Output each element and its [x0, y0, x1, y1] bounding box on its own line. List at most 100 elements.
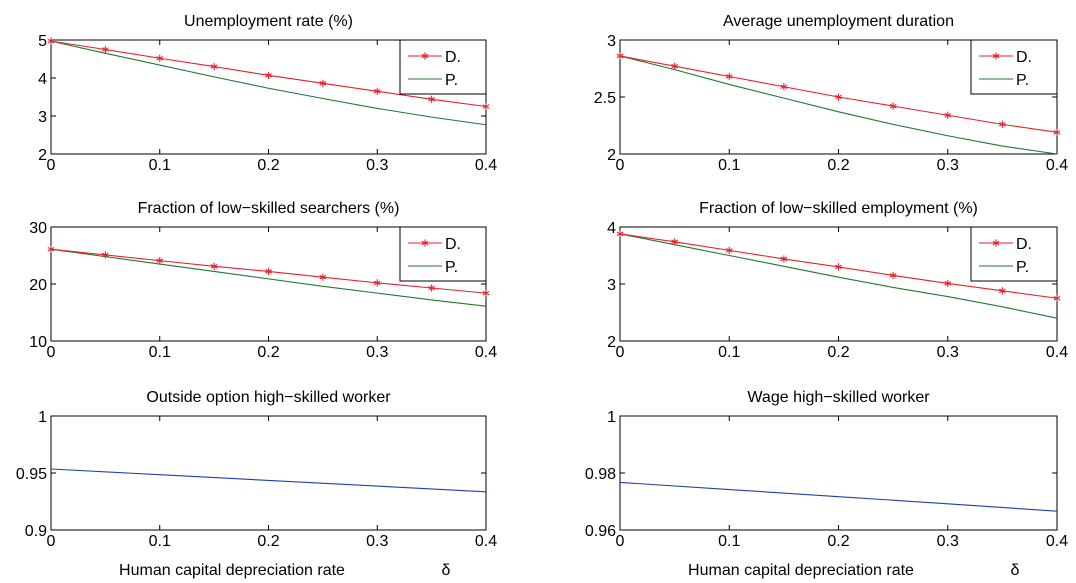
- chart-panel-5: Outside option high−skilled worker 0 0.1 0.…: [16, 389, 497, 579]
- chart-title: Unemployment rate (%): [184, 13, 353, 30]
- series-line-P: [50, 248, 487, 307]
- data-point-marker: [265, 267, 272, 276]
- chart-panel-6: Wage high−skilled worker 0 0.1 0.2 0.3 0.4 0.9…: [585, 389, 1068, 579]
- x-axis-symbol: δ: [1011, 562, 1020, 579]
- legend-label: D.: [1016, 236, 1032, 253]
- legend-marker: [992, 239, 1000, 247]
- data-point-marker: [1053, 294, 1061, 302]
- legend-label: P.: [1016, 259, 1029, 276]
- y-tick-label: 4: [607, 220, 616, 237]
- legend: D. P.: [970, 226, 1058, 282]
- x-tick-label: 0.1: [718, 344, 740, 361]
- legend-label: P.: [445, 72, 458, 89]
- y-tick-label: 1: [38, 409, 47, 426]
- x-tick-label: 0.2: [257, 533, 279, 550]
- x-tick-label: 0: [47, 344, 56, 361]
- x-tick-label: 0.3: [937, 157, 959, 174]
- x-tick-label: 0.4: [1046, 344, 1068, 361]
- data-point-marker: [835, 263, 842, 271]
- chart-title: Fraction of low−skilled employment (%): [699, 200, 978, 217]
- legend-label: P.: [1016, 72, 1029, 89]
- x-tick-label: 0.1: [149, 157, 171, 174]
- data-point-marker: [944, 279, 952, 288]
- data-point-marker: [998, 120, 1006, 128]
- x-tick-label: 0.4: [1046, 533, 1068, 550]
- legend-label: P.: [445, 259, 458, 276]
- x-tick-label: 0: [616, 533, 625, 550]
- y-tick-label: 0.95: [16, 466, 47, 483]
- chart-title: Average unemployment duration: [723, 13, 954, 30]
- x-tick-label: 0: [616, 157, 625, 174]
- legend-label: D.: [445, 236, 461, 253]
- series-line-P: [50, 40, 487, 126]
- y-tick-label: 0.9: [25, 523, 47, 540]
- legend-label: D.: [1016, 49, 1032, 66]
- chart-panel-3: Fraction of low−skilled searchers (%) 0 0.…: [29, 200, 497, 361]
- data-point-marker: [428, 95, 436, 103]
- x-tick-label: 0.1: [718, 533, 740, 550]
- series-line-P: [619, 55, 1058, 155]
- chart-panel-2: Average unemployment duration 0 0.1 0.2 0.3 0…: [594, 13, 1068, 174]
- x-axis-label: Human capital depreciation rate: [119, 562, 345, 579]
- x-tick-label: 0: [616, 344, 625, 361]
- data-point-marker: [47, 37, 55, 45]
- x-tick-label: 0.2: [827, 344, 849, 361]
- series-line-P: [619, 233, 1058, 319]
- y-tick-label: 0.98: [585, 466, 616, 483]
- x-tick-label: 0.2: [827, 533, 849, 550]
- data-point-marker: [889, 102, 897, 110]
- x-tick-label: 0: [47, 533, 56, 550]
- series-line-value: [619, 481, 1058, 512]
- legend-marker: [421, 52, 429, 60]
- legend-box: [399, 39, 487, 95]
- legend-label: D.: [445, 49, 461, 66]
- y-tick-label: 2: [607, 147, 616, 164]
- x-tick-label: 0.4: [475, 157, 497, 174]
- y-tick-label: 0.96: [585, 523, 616, 540]
- legend-marker: [421, 239, 429, 247]
- legend: D. P.: [399, 39, 487, 95]
- data-point-marker: [428, 284, 436, 292]
- data-point-marker: [156, 257, 164, 265]
- x-tick-label: 0.4: [475, 533, 497, 550]
- data-point-marker: [210, 63, 218, 71]
- y-tick-label: 4: [38, 71, 47, 88]
- data-point-marker: [265, 71, 272, 79]
- axes-frame: [619, 415, 1058, 531]
- x-tick-label: 0.3: [937, 533, 959, 550]
- x-tick-label: 0.2: [257, 344, 279, 361]
- chart-title: Wage high−skilled worker: [747, 389, 930, 406]
- x-tick-label: 0.1: [149, 533, 171, 550]
- legend: D. P.: [970, 39, 1058, 95]
- series-line-value: [50, 468, 487, 493]
- chart-title: Fraction of low−skilled searchers (%): [138, 200, 400, 217]
- y-tick-label: 20: [29, 277, 47, 294]
- chart-title: Outside option high−skilled worker: [146, 389, 391, 406]
- data-point-marker: [725, 246, 733, 254]
- x-tick-label: 0: [47, 157, 56, 174]
- y-tick-label: 3: [607, 33, 616, 50]
- data-point-marker: [944, 111, 952, 119]
- y-tick-label: 1: [607, 409, 616, 426]
- x-tick-label: 0.3: [366, 344, 388, 361]
- y-tick-label: 2: [607, 334, 616, 351]
- data-point-marker: [998, 287, 1006, 295]
- data-point-marker: [1053, 128, 1061, 136]
- data-point-marker: [725, 72, 733, 81]
- legend: D. P.: [399, 226, 487, 282]
- x-tick-label: 0.1: [718, 157, 740, 174]
- data-point-marker: [319, 79, 327, 87]
- data-point-marker: [616, 52, 624, 60]
- data-point-marker: [835, 93, 842, 101]
- x-tick-label: 0.2: [827, 157, 849, 174]
- x-axis-label: Human capital depreciation rate: [688, 562, 914, 579]
- y-tick-label: 10: [29, 334, 47, 351]
- x-axis-symbol: δ: [442, 562, 451, 579]
- legend-marker: [992, 52, 1000, 60]
- y-tick-label: 2.5: [594, 90, 616, 107]
- x-tick-label: 0.3: [366, 157, 388, 174]
- data-point-marker: [780, 83, 788, 91]
- data-point-marker: [889, 271, 897, 280]
- data-point-marker: [780, 255, 788, 263]
